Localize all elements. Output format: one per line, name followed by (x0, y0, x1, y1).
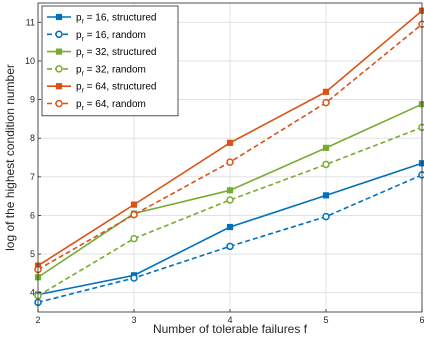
data-point (322, 144, 330, 151)
series-2 (34, 171, 424, 307)
legend-label-subscript: r (82, 53, 85, 60)
legend-label-prefix: p (76, 47, 82, 58)
legend-entry: pr = 16, structured (47, 13, 156, 26)
legend-label-prefix: p (76, 64, 82, 75)
data-point (226, 139, 234, 146)
data-point (55, 83, 63, 90)
data-point (130, 201, 138, 208)
legend-label-suffix: = 64, structured (84, 82, 157, 93)
y-tick-label: 6 (30, 210, 35, 220)
x-tick-label: 3 (131, 315, 136, 325)
x-tick-label: 4 (227, 315, 232, 325)
legend-entry: pr = 32, structured (47, 47, 156, 60)
legend-label-prefix: p (76, 99, 82, 110)
data-point (226, 158, 234, 166)
data-point (322, 212, 330, 221)
x-tick-label: 5 (323, 315, 328, 325)
legend-label: pr = 16, structured (76, 13, 156, 26)
legend-label-suffix: = 16, random (84, 30, 146, 41)
data-point (55, 48, 63, 55)
legend-label-subscript: r (82, 36, 85, 43)
legend-label: pr = 32, structured (76, 47, 156, 60)
legend-label-suffix: = 32, random (84, 64, 146, 75)
data-point (226, 242, 234, 251)
series-line (37, 126, 423, 297)
legend-label-suffix: = 16, structured (84, 13, 157, 24)
y-axis-label: log of the highest condition number (3, 64, 17, 251)
data-point (226, 187, 234, 194)
data-point (226, 196, 234, 204)
x-tick-label: 6 (419, 315, 424, 325)
y-tick-label: 11 (26, 17, 35, 27)
legend-entry: pr = 64, structured (47, 82, 156, 95)
legend-label: pr = 64, random (76, 99, 146, 112)
tick-labels: 2 3 4 5 6 4 5 6 7 8 9 10 11 (25, 17, 424, 325)
data-point (322, 160, 330, 169)
legend-label: pr = 16, random (76, 30, 146, 43)
data-point (130, 210, 138, 219)
legend-entry: pr = 16, random (47, 30, 146, 43)
x-axis-label: Number of tolerable failures f (153, 322, 308, 336)
legend-entry: pr = 64, random (47, 99, 146, 112)
legend-label-subscript: r (82, 70, 85, 77)
legend-label-prefix: p (76, 82, 82, 93)
legend-label: pr = 32, random (76, 64, 146, 77)
legend-label-suffix: = 32, structured (84, 47, 157, 58)
data-point (55, 65, 63, 73)
legend-label-subscript: r (82, 105, 85, 112)
y-tick-label: 4 (30, 288, 35, 298)
data-point (55, 13, 63, 21)
legend-label-suffix: = 64, random (84, 99, 146, 110)
legend-label-subscript: r (82, 19, 85, 26)
data-point (418, 20, 424, 28)
data-point (130, 274, 138, 282)
legend-entry: pr = 32, random (47, 64, 146, 77)
legend-label: pr = 64, structured (76, 82, 156, 95)
y-tick-label: 9 (30, 95, 35, 105)
y-tick-label: 7 (30, 172, 35, 182)
y-tick-label: 5 (30, 249, 35, 259)
legend-box (41, 5, 179, 117)
x-tick-label: 2 (35, 315, 40, 325)
data-point (226, 223, 234, 231)
data-point (322, 98, 330, 107)
data-point (322, 88, 330, 95)
legend-label-prefix: p (76, 30, 82, 41)
data-point (130, 234, 138, 243)
data-point (418, 123, 424, 132)
data-point (322, 192, 330, 199)
data-point (55, 99, 63, 108)
data-point (55, 30, 63, 39)
data-point (418, 171, 424, 179)
plot-area (34, 7, 424, 307)
grid-lines (37, 3, 423, 312)
y-tick-label: 8 (30, 133, 35, 143)
legend-label-prefix: p (76, 13, 82, 24)
y-tick-label: 10 (25, 56, 35, 66)
legend-label-subscript: r (82, 88, 85, 95)
